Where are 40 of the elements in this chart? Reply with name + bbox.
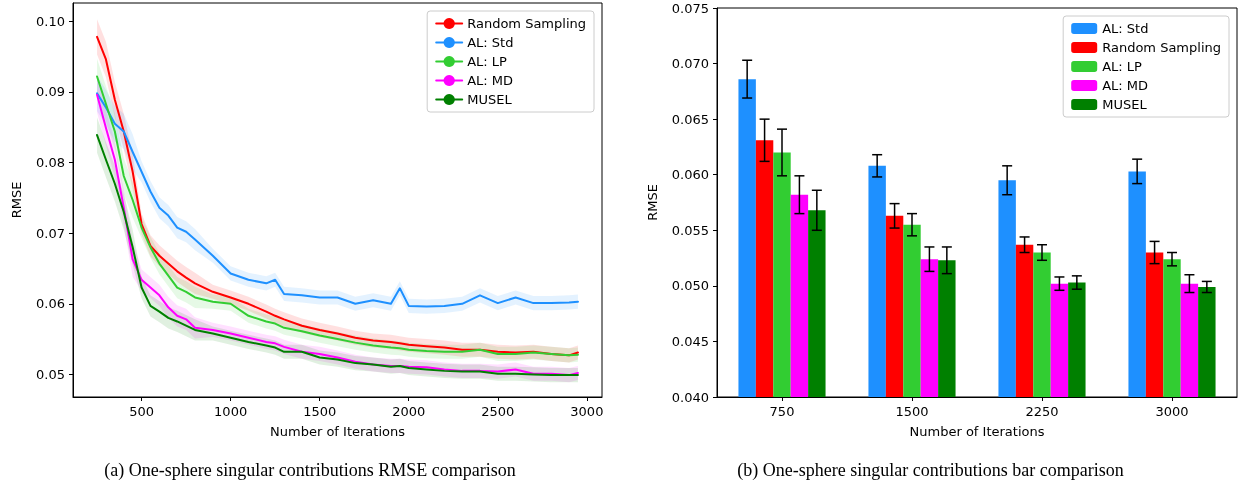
y-tick-label: 0.075 bbox=[671, 0, 709, 16]
x-tick-label: 1500 bbox=[303, 404, 337, 419]
legend-label: AL: MD bbox=[1102, 78, 1149, 93]
text: (b) One-sphere singular contributions bar comparison bbox=[737, 460, 1124, 481]
legend-label: MUSEL bbox=[467, 92, 513, 107]
legend-label: AL: Std bbox=[467, 35, 514, 50]
legend-label: MUSEL bbox=[1102, 97, 1148, 112]
x-tick-label: 3000 bbox=[570, 404, 604, 419]
legend-label: AL: Std bbox=[1102, 21, 1149, 36]
x-tick-label: 2000 bbox=[392, 404, 426, 419]
y-tick-label: 0.055 bbox=[671, 222, 709, 238]
y-axis-title: RMSE bbox=[645, 184, 660, 221]
y-tick-label: 0.08 bbox=[36, 155, 65, 171]
x-tick-label: 3000 bbox=[1155, 404, 1189, 419]
y-tick-label: 0.065 bbox=[671, 111, 709, 127]
x-tick-label: 750 bbox=[769, 404, 795, 419]
y-axis-title: RMSE bbox=[9, 181, 24, 219]
legend-label: Random Sampling bbox=[467, 16, 587, 31]
y-tick-label: 0.060 bbox=[671, 167, 709, 183]
legend-label: Random Sampling bbox=[1102, 40, 1222, 55]
y-tick-label: 0.09 bbox=[36, 84, 65, 100]
x-tick-label: 2250 bbox=[1025, 404, 1059, 419]
legend-label: AL: LP bbox=[467, 54, 508, 69]
y-tick-label: 0.06 bbox=[36, 296, 65, 312]
x-tick-label: 500 bbox=[129, 404, 154, 419]
text: (a) One-sphere singular contributions RMSE comparison bbox=[104, 460, 516, 481]
y-tick-label: 0.05 bbox=[36, 366, 65, 382]
legend-label: AL: LP bbox=[1102, 59, 1143, 74]
y-tick-label: 0.045 bbox=[671, 333, 709, 349]
x-tick-label: 1500 bbox=[895, 404, 929, 419]
x-tick-label: 1000 bbox=[214, 404, 248, 419]
x-axis-title: Number of Iterations bbox=[909, 424, 1045, 439]
legend-label: AL: MD bbox=[467, 73, 514, 88]
x-axis-title: Number of Iterations bbox=[270, 424, 406, 439]
y-tick-label: 0.07 bbox=[36, 225, 65, 241]
x-tick-label: 2500 bbox=[481, 404, 515, 419]
y-tick-label: 0.10 bbox=[36, 13, 65, 29]
y-tick-label: 0.050 bbox=[671, 278, 709, 294]
y-tick-label: 0.040 bbox=[671, 389, 709, 405]
y-tick-label: 0.070 bbox=[671, 56, 709, 72]
